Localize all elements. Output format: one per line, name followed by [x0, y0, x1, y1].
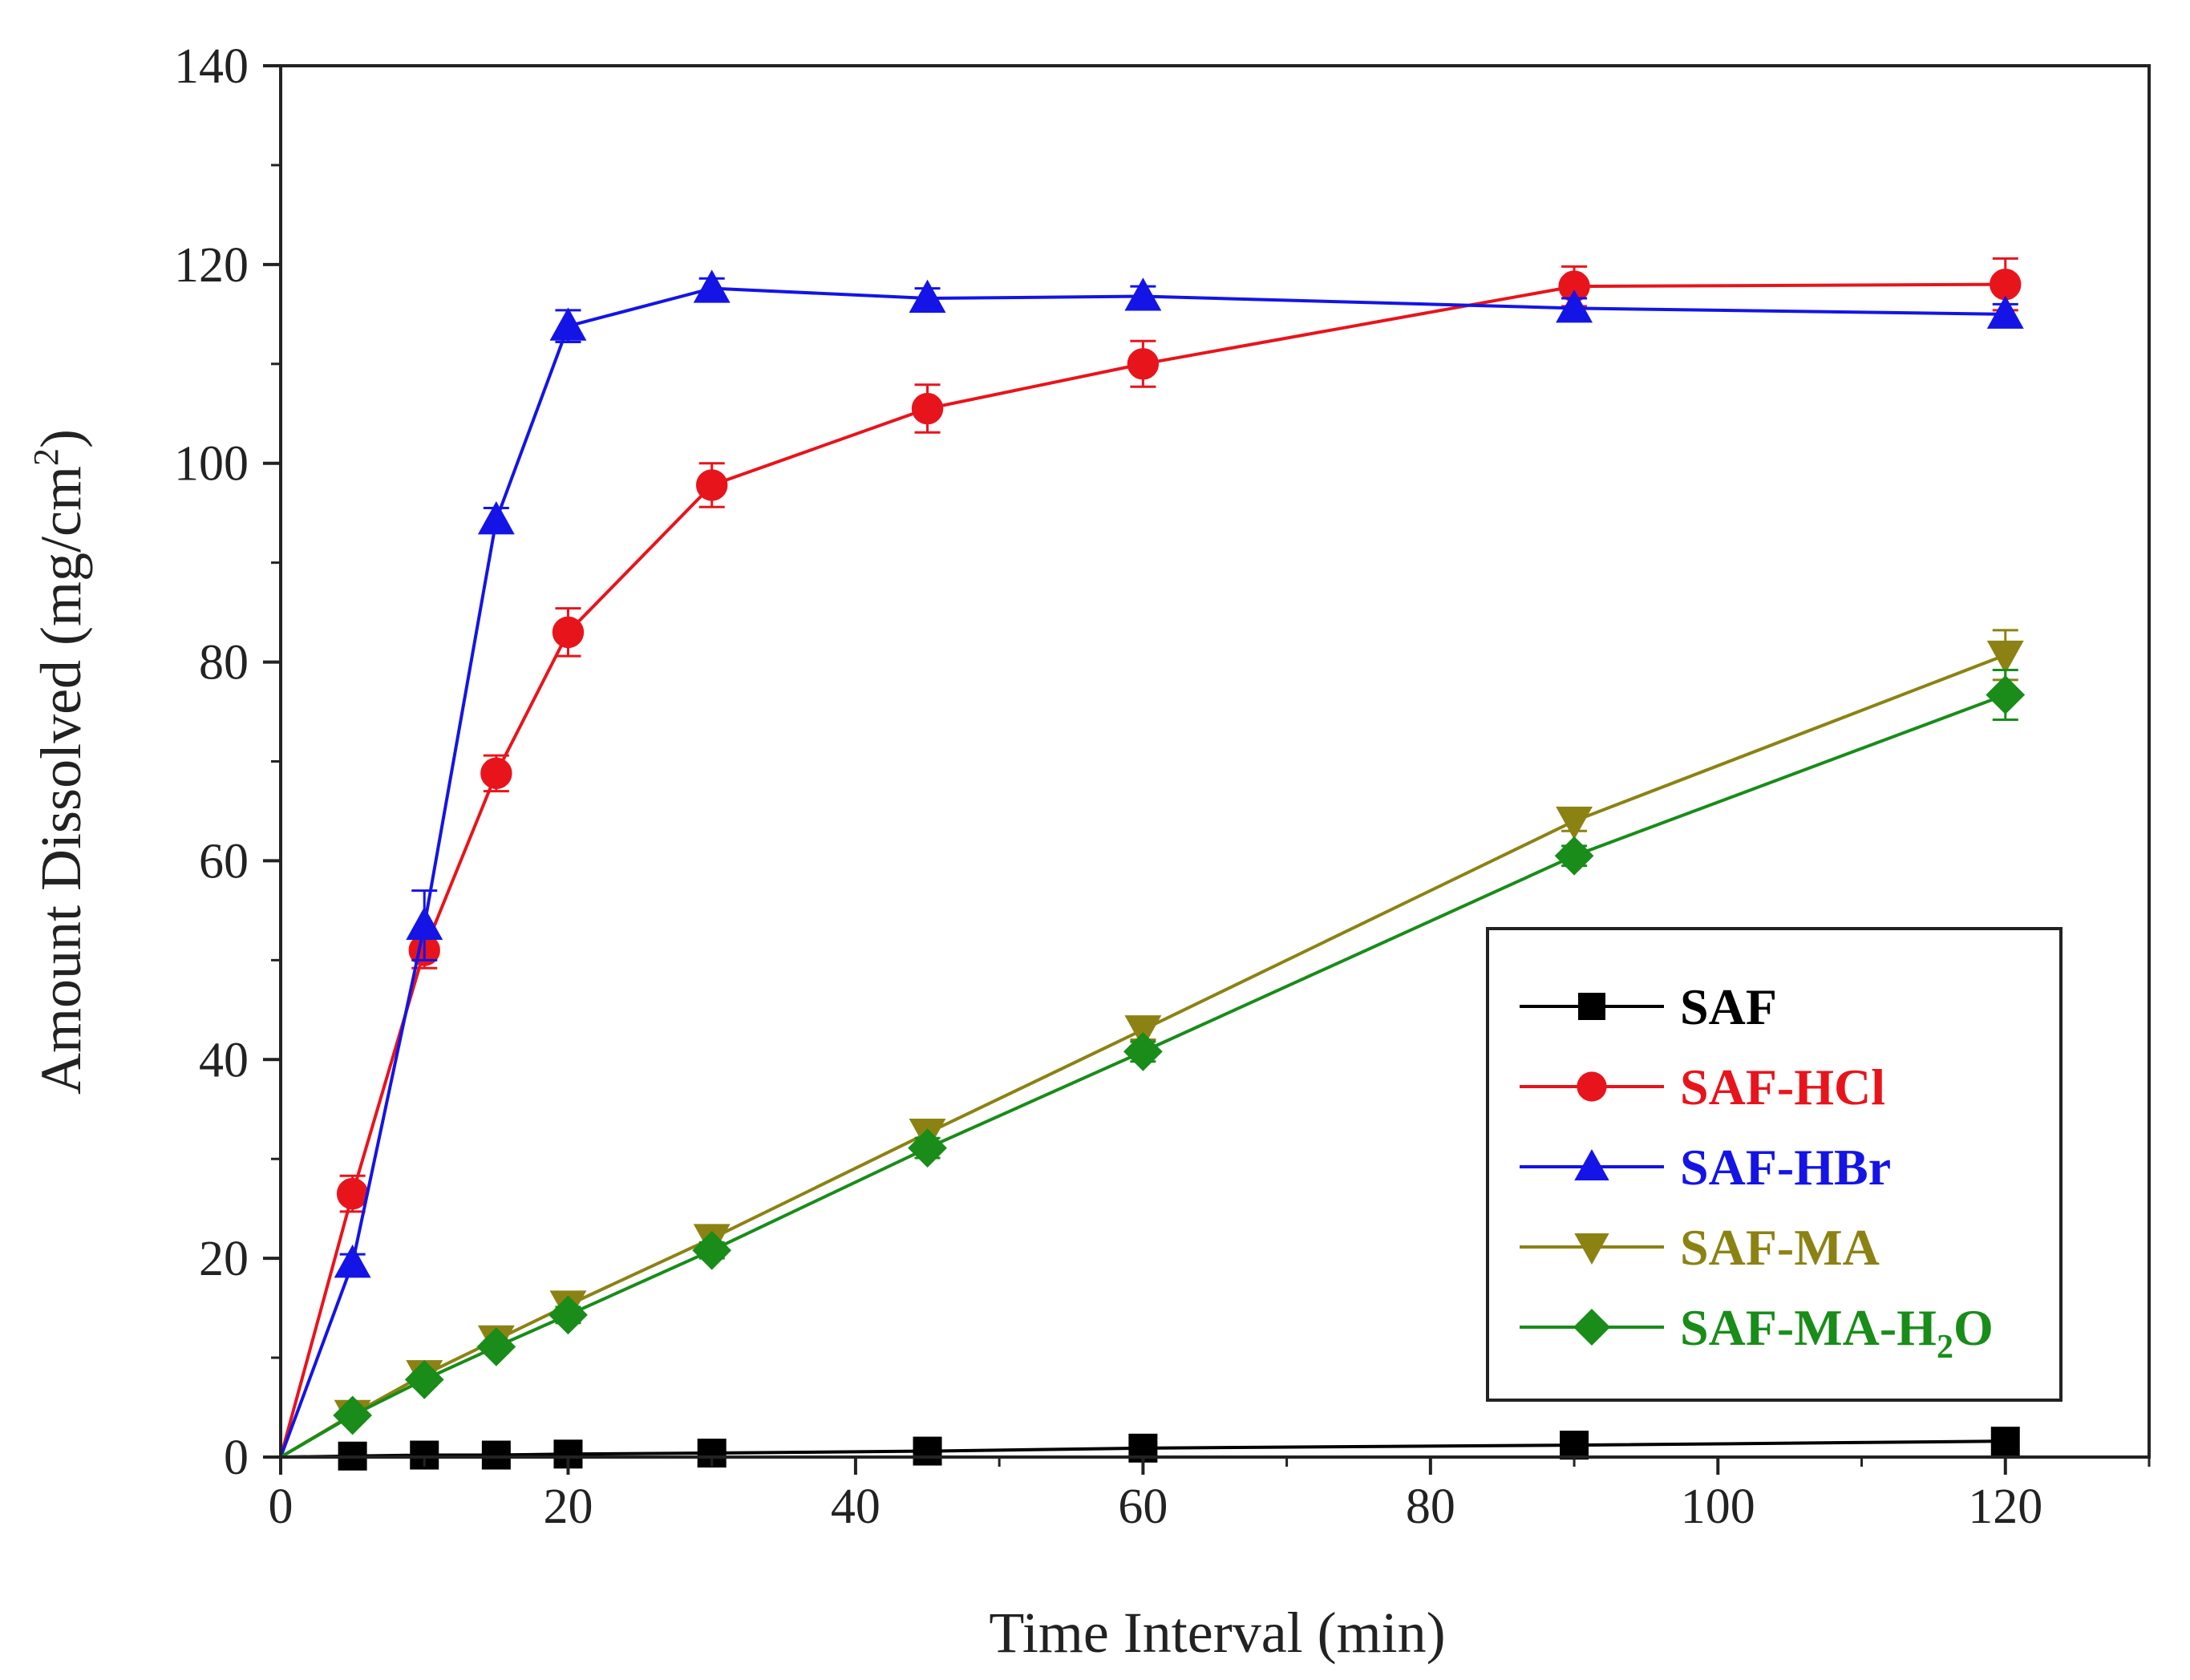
data-point: [476, 1327, 516, 1366]
data-point: [1127, 348, 1160, 380]
y-tick-label: 20: [199, 1232, 249, 1286]
series-4: [279, 668, 2026, 1459]
data-point: [1560, 1431, 1589, 1460]
data-point: [1554, 836, 1594, 876]
data-point: [1556, 289, 1593, 323]
legend-item-4: SAF-MA-H2O: [1520, 1299, 1994, 1366]
data-point: [692, 1230, 732, 1270]
x-tick-label: 100: [1681, 1480, 1755, 1534]
data-point: [406, 906, 443, 940]
legend-label: SAF-MA: [1680, 1219, 1880, 1276]
y-axis-title-superscript: 2: [26, 448, 66, 466]
data-point: [1990, 268, 2022, 301]
x-tick-label: 40: [831, 1480, 880, 1534]
legend-item-3: SAF-MA: [1520, 1219, 1880, 1276]
data-point: [1124, 277, 1162, 311]
y-tick-label: 140: [174, 39, 249, 94]
data-point: [1986, 640, 2024, 674]
y-tick-label: 40: [199, 1033, 249, 1087]
legend-marker: [1578, 993, 1605, 1020]
legend-item-1: SAF-HCl: [1520, 1059, 1885, 1115]
data-point: [1123, 1032, 1163, 1071]
series-1: [279, 257, 2022, 1458]
series-line: [279, 654, 2006, 1459]
x-tick-label: 0: [269, 1480, 293, 1534]
x-tick-label: 60: [1118, 1480, 1168, 1534]
data-point: [695, 469, 728, 501]
data-point: [909, 279, 946, 313]
data-point: [908, 1128, 947, 1168]
series-2: [279, 269, 2024, 1458]
data-point: [480, 757, 512, 790]
series-line: [279, 282, 2006, 1458]
legend-marker: [1573, 1308, 1611, 1346]
data-point: [1986, 675, 2026, 715]
legend-label: SAF-MA-H2O: [1680, 1299, 1994, 1366]
y-tick-label: 0: [224, 1431, 249, 1485]
data-point: [913, 1436, 942, 1466]
series-line: [279, 286, 2006, 1458]
data-point: [1556, 806, 1593, 840]
legend-marker: [1574, 1233, 1609, 1265]
data-point: [693, 269, 731, 303]
data-point: [334, 1245, 371, 1278]
data-point: [1990, 1427, 2020, 1456]
legend-item-0: SAF: [1520, 978, 1777, 1035]
data-point: [1986, 295, 2024, 329]
x-tick-label: 80: [1406, 1480, 1455, 1534]
legend-item-2: SAF-HBr: [1520, 1139, 1891, 1196]
data-point: [549, 1295, 588, 1335]
data-point: [552, 616, 585, 649]
y-tick-label: 60: [199, 834, 249, 889]
legend-marker: [1574, 1148, 1609, 1180]
series-line: [279, 693, 2006, 1459]
x-tick-label: 20: [543, 1480, 593, 1534]
y-tick-label: 80: [199, 636, 249, 690]
data-point: [336, 1177, 369, 1210]
x-tick-label: 120: [1968, 1480, 2042, 1534]
data-point: [404, 1359, 444, 1399]
legend-label: SAF: [1680, 978, 1777, 1035]
legend-label: SAF-HBr: [1680, 1139, 1891, 1196]
legend-marker: [1577, 1071, 1607, 1102]
data-point: [481, 1440, 511, 1470]
y-axis-title-close: ): [29, 429, 93, 448]
x-axis-title: Time Interval (min): [989, 1601, 1445, 1665]
y-tick-label: 120: [174, 238, 249, 293]
legend-label: SAF-HCl: [1680, 1059, 1885, 1115]
data-point: [911, 392, 944, 425]
y-axis-title: Amount Dissolved (mg/cm2): [26, 429, 93, 1095]
legend: SAF SAF-HCl SAF-HBr SAF-MA SAF-MA-H2O: [1486, 927, 2062, 1402]
y-tick-label: 100: [174, 437, 249, 492]
data-point: [477, 501, 515, 535]
data-point: [549, 307, 587, 341]
data-point: [333, 1395, 372, 1435]
data-point: [1124, 1015, 1162, 1049]
